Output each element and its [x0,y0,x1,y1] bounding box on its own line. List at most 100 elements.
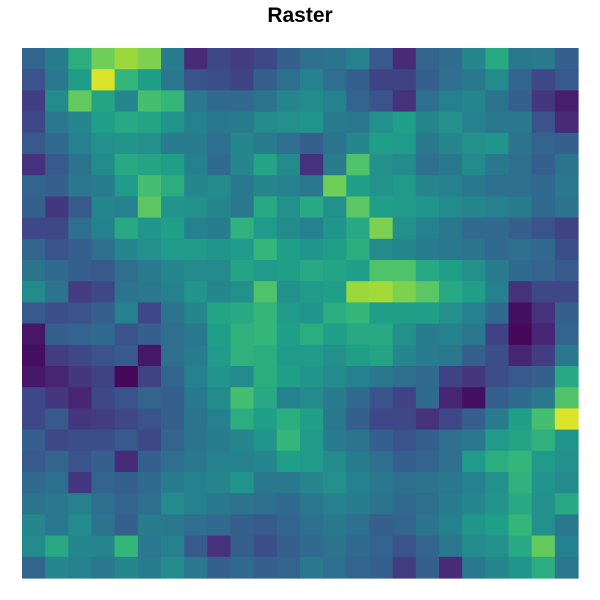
raster-cell-12-15 [369,302,394,325]
raster-cell-8-13 [323,217,347,240]
raster-cell-7-14 [346,196,371,219]
raster-cell-17-16 [392,408,417,431]
raster-cell-1-15 [369,69,394,91]
raster-cell-23-13 [323,535,347,558]
raster-cell-5-4 [114,154,139,176]
raster-cell-3-20 [485,111,510,134]
raster-cell-13-4 [114,323,139,346]
raster-cell-14-18 [439,344,463,367]
raster-cell-6-12 [300,175,324,197]
raster-cell-1-10 [253,69,278,91]
raster-cell-20-13 [323,472,347,494]
raster-cell-8-21 [508,217,533,240]
raster-cell-11-2 [68,281,93,303]
raster-cell-0-23 [554,48,579,70]
raster-cell-11-9 [230,281,255,303]
raster-cell-5-19 [462,154,486,176]
raster-cell-8-8 [207,217,232,240]
raster-cell-15-21 [508,366,533,388]
raster-cell-12-6 [161,302,185,325]
raster-cell-21-1 [45,493,69,515]
raster-cell-12-21 [508,302,533,325]
raster-cell-13-9 [230,323,255,346]
raster-cell-14-23 [554,344,579,367]
raster-cell-13-5 [137,323,162,346]
raster-cell-10-8 [207,260,232,282]
raster-cell-22-1 [45,514,69,537]
raster-cell-2-2 [68,90,93,113]
raster-cell-11-20 [485,281,510,303]
raster-cell-2-20 [485,90,510,113]
raster-cell-5-9 [230,154,255,176]
raster-cell-21-18 [439,493,463,515]
raster-cell-23-8 [207,535,232,558]
raster-cell-8-23 [554,217,579,240]
raster-cell-10-11 [276,260,301,282]
raster-cell-9-10 [253,238,278,261]
raster-cell-19-8 [207,450,232,473]
raster-cell-10-1 [45,260,69,282]
raster-cell-12-17 [415,302,440,325]
raster-cell-0-5 [137,48,162,70]
raster-cell-15-8 [207,366,232,388]
raster-cell-19-19 [462,450,486,473]
raster-cell-12-22 [531,302,556,325]
raster-cell-10-16 [392,260,417,282]
raster-cell-6-3 [91,175,116,197]
raster-cell-17-13 [323,408,347,431]
raster-cell-16-11 [276,387,301,409]
raster-cell-17-19 [462,408,486,431]
raster-cell-7-15 [369,196,394,219]
raster-cell-9-11 [276,238,301,261]
raster-cell-15-12 [300,366,324,388]
raster-cell-13-6 [161,323,185,346]
raster-cell-13-23 [554,323,579,346]
raster-cell-10-7 [184,260,208,282]
raster-cell-6-6 [161,175,185,197]
raster-cell-18-17 [415,429,440,452]
raster-cell-22-9 [230,514,255,537]
raster-cell-16-16 [392,387,417,409]
raster-cell-20-3 [91,472,116,494]
raster-cell-14-0 [22,344,46,367]
raster-cell-13-21 [508,323,533,346]
raster-cell-17-0 [22,408,46,431]
raster-cell-11-19 [462,281,486,303]
raster-cell-17-11 [276,408,301,431]
raster-cell-20-9 [230,472,255,494]
raster-cell-13-14 [346,323,371,346]
raster-cell-2-8 [207,90,232,113]
raster-cell-15-10 [253,366,278,388]
raster-cell-5-15 [369,154,394,176]
raster-cell-0-22 [531,48,556,70]
raster-cell-15-19 [462,366,486,388]
raster-cell-23-6 [161,535,185,558]
raster-cell-17-9 [230,408,255,431]
raster-cell-3-16 [392,111,417,134]
raster-cell-18-1 [45,429,69,452]
raster-cell-1-12 [300,69,324,91]
raster-cell-7-12 [300,196,324,219]
raster-cell-19-20 [485,450,510,473]
raster-cell-17-10 [253,408,278,431]
raster-cell-8-15 [369,217,394,240]
raster-cell-9-23 [554,238,579,261]
raster-cell-0-1 [45,48,69,70]
raster-cell-13-18 [439,323,463,346]
raster-cell-7-6 [161,196,185,219]
raster-cell-1-3 [91,69,116,91]
raster-cell-7-18 [439,196,463,219]
raster-cell-17-14 [346,408,371,431]
raster-cell-19-9 [230,450,255,473]
raster-cell-0-16 [392,48,417,70]
raster-cell-7-7 [184,196,208,219]
raster-cell-4-6 [161,132,185,155]
raster-cell-15-6 [161,366,185,388]
raster-cell-8-16 [392,217,417,240]
raster-cell-0-21 [508,48,533,70]
raster-cell-0-0 [22,48,46,70]
raster-cell-1-11 [276,69,301,91]
raster-cell-5-18 [439,154,463,176]
raster-cell-21-12 [300,493,324,515]
